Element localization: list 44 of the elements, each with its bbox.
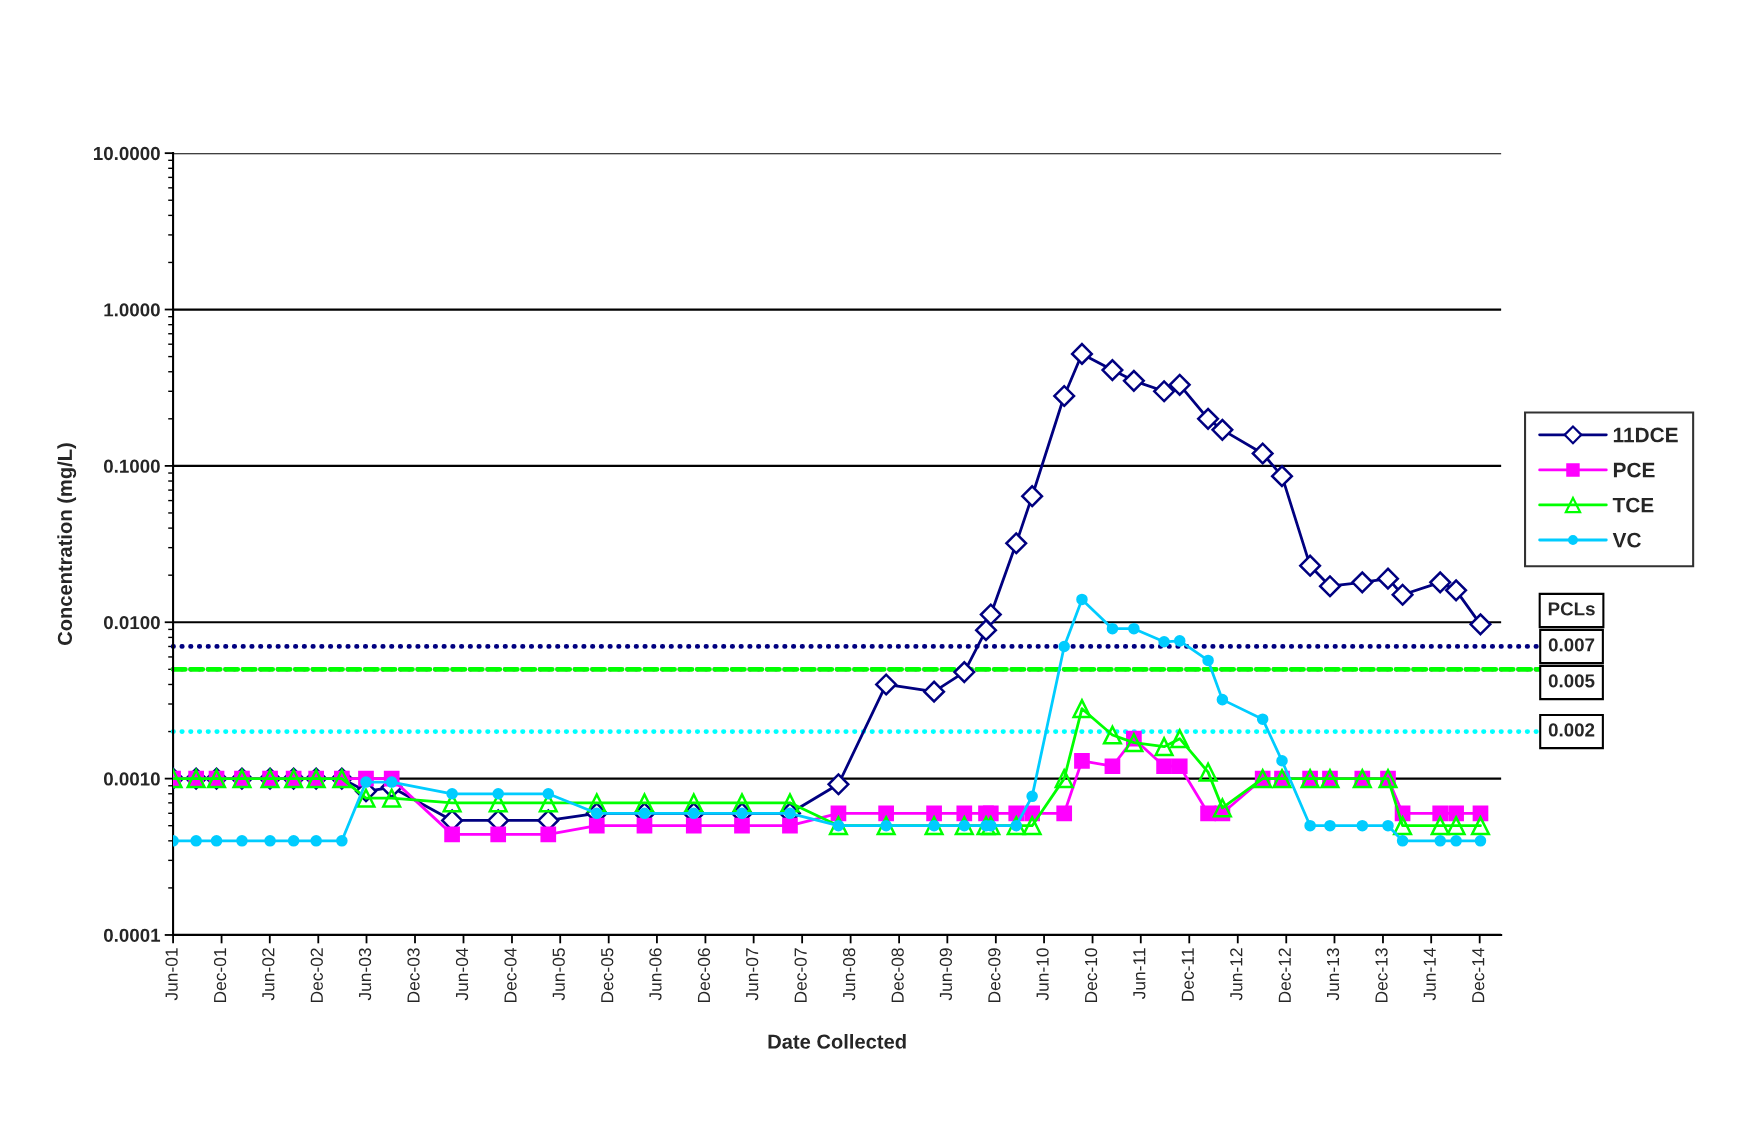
- y-axis-title: Concentration (mg/L): [57, 443, 77, 646]
- legend-label: PCE: [1613, 462, 1655, 478]
- x-tick-label: Jun-03: [358, 948, 372, 1001]
- x-tick-label: Dec-04: [504, 947, 517, 1003]
- x-tick-label: Jun-05: [552, 948, 565, 1001]
- x-tick-label: Dec-02: [310, 948, 323, 1003]
- x-tick-label: Dec-05: [601, 948, 614, 1003]
- legend-label: 11DCE: [1613, 427, 1678, 443]
- ref-line-label: 0.005: [1548, 674, 1595, 688]
- x-tick-label: Jun-09: [939, 948, 952, 1001]
- ref-line-label: 0.002: [1548, 723, 1595, 737]
- x-tick-label: Jun-04: [455, 947, 469, 1001]
- x-tick-label: Dec-09: [988, 948, 1001, 1003]
- y-tick-label: 0.0010: [103, 772, 160, 786]
- x-tick-label: Jun-06: [649, 948, 662, 1001]
- x-tick-label: Jun-11: [1133, 948, 1146, 999]
- y-tick-label: 10.0000: [93, 146, 160, 161]
- x-tick-label: Dec-14: [1472, 947, 1485, 1003]
- legend-label: TCE: [1612, 497, 1654, 513]
- y-tick-label: 1.0000: [104, 303, 160, 317]
- x-tick-label: Dec-08: [891, 948, 904, 1003]
- y-tick-label: 0.0001: [103, 928, 161, 942]
- x-tick-label: Jun-13: [1326, 948, 1340, 1001]
- x-tick-label: Dec-10: [1084, 948, 1098, 1003]
- x-tick-label: Jun-12: [1230, 948, 1243, 1001]
- x-tick-label: Jun-01: [165, 948, 178, 1001]
- x-tick-label: Jun-10: [1036, 948, 1049, 1001]
- x-axis-title: Date Collected: [768, 1033, 906, 1049]
- x-tick-label: Jun-07: [746, 948, 759, 1001]
- x-tick-label: Dec-01: [213, 948, 227, 1003]
- x-tick-label: Dec-11: [1181, 948, 1194, 1001]
- x-tick-label: Jun-08: [842, 948, 856, 1001]
- x-tick-label: Dec-12: [1278, 948, 1291, 1003]
- text: PCLs: [1548, 602, 1595, 616]
- x-tick-label: Jun-02: [262, 948, 275, 1001]
- ref-line-label: 0.007: [1548, 638, 1595, 652]
- legend-label: VC: [1612, 532, 1641, 548]
- y-tick-label: 0.1000: [103, 459, 160, 473]
- y-tick-label: 0.0100: [103, 615, 160, 630]
- x-tick-label: Jun-14: [1423, 947, 1436, 1001]
- x-tick-label: Dec-03: [407, 948, 420, 1003]
- x-tick-label: Dec-13: [1375, 948, 1388, 1003]
- x-tick-label: Dec-06: [697, 948, 711, 1003]
- x-tick-label: Dec-07: [794, 948, 807, 1003]
